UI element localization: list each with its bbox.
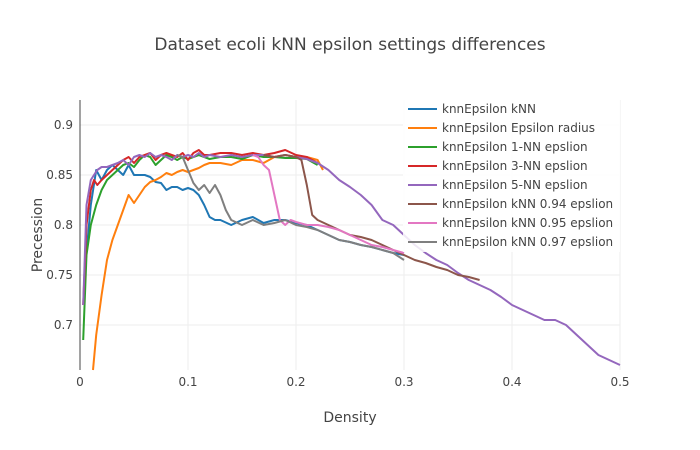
legend-label[interactable]: knnEpsilon kNN 0.95 epslion [442,216,613,230]
legend-label[interactable]: knnEpsilon 5-NN epslion [442,178,588,192]
x-tick-label: 0.3 [394,375,413,389]
y-tick-label: 0.85 [46,168,73,182]
series-lines [82,149,621,371]
legend-label[interactable]: knnEpsilon kNN 0.97 epslion [442,235,613,249]
x-axis-title: Density [323,410,376,426]
series-line [263,154,480,281]
series-line [84,164,405,266]
y-axis-title: Precession [30,198,46,272]
x-tick-label: 0 [76,375,84,389]
y-tick-label: 0.75 [46,268,73,282]
x-tick-label: 0.2 [286,375,305,389]
legend-label[interactable]: knnEpsilon 1-NN epslion [442,140,588,154]
x-tick-label: 0.5 [610,375,629,389]
series-line [176,154,405,261]
legend-label[interactable]: knnEpsilon Epsilon radius [442,121,595,135]
legend-background [403,96,620,252]
x-tick-label: 0.4 [502,375,521,389]
x-tick-label: 0.1 [178,375,197,389]
legend[interactable]: knnEpsilon kNN knnEpsilon Epsilon radius k… [403,96,620,252]
y-tick-label: 0.7 [54,318,73,332]
chart-title: Dataset ecoli kNN epsilon settings diffe… [154,35,545,55]
y-tick-label: 0.8 [54,218,73,232]
series-line [82,149,319,306]
series-line [92,154,324,371]
legend-label[interactable]: knnEpsilon kNN 0.94 epslion [442,197,613,211]
series-line [252,154,405,254]
legend-label[interactable]: knnEpsilon kNN [442,102,536,116]
y-tick-label: 0.9 [54,118,73,132]
series-line [82,154,319,341]
legend-label[interactable]: knnEpsilon 3-NN epslion [442,159,588,173]
axes: 0.7 0.75 0.8 0.85 0.9 0 0.1 0.2 0.3 0.4 0.5 [46,100,630,389]
